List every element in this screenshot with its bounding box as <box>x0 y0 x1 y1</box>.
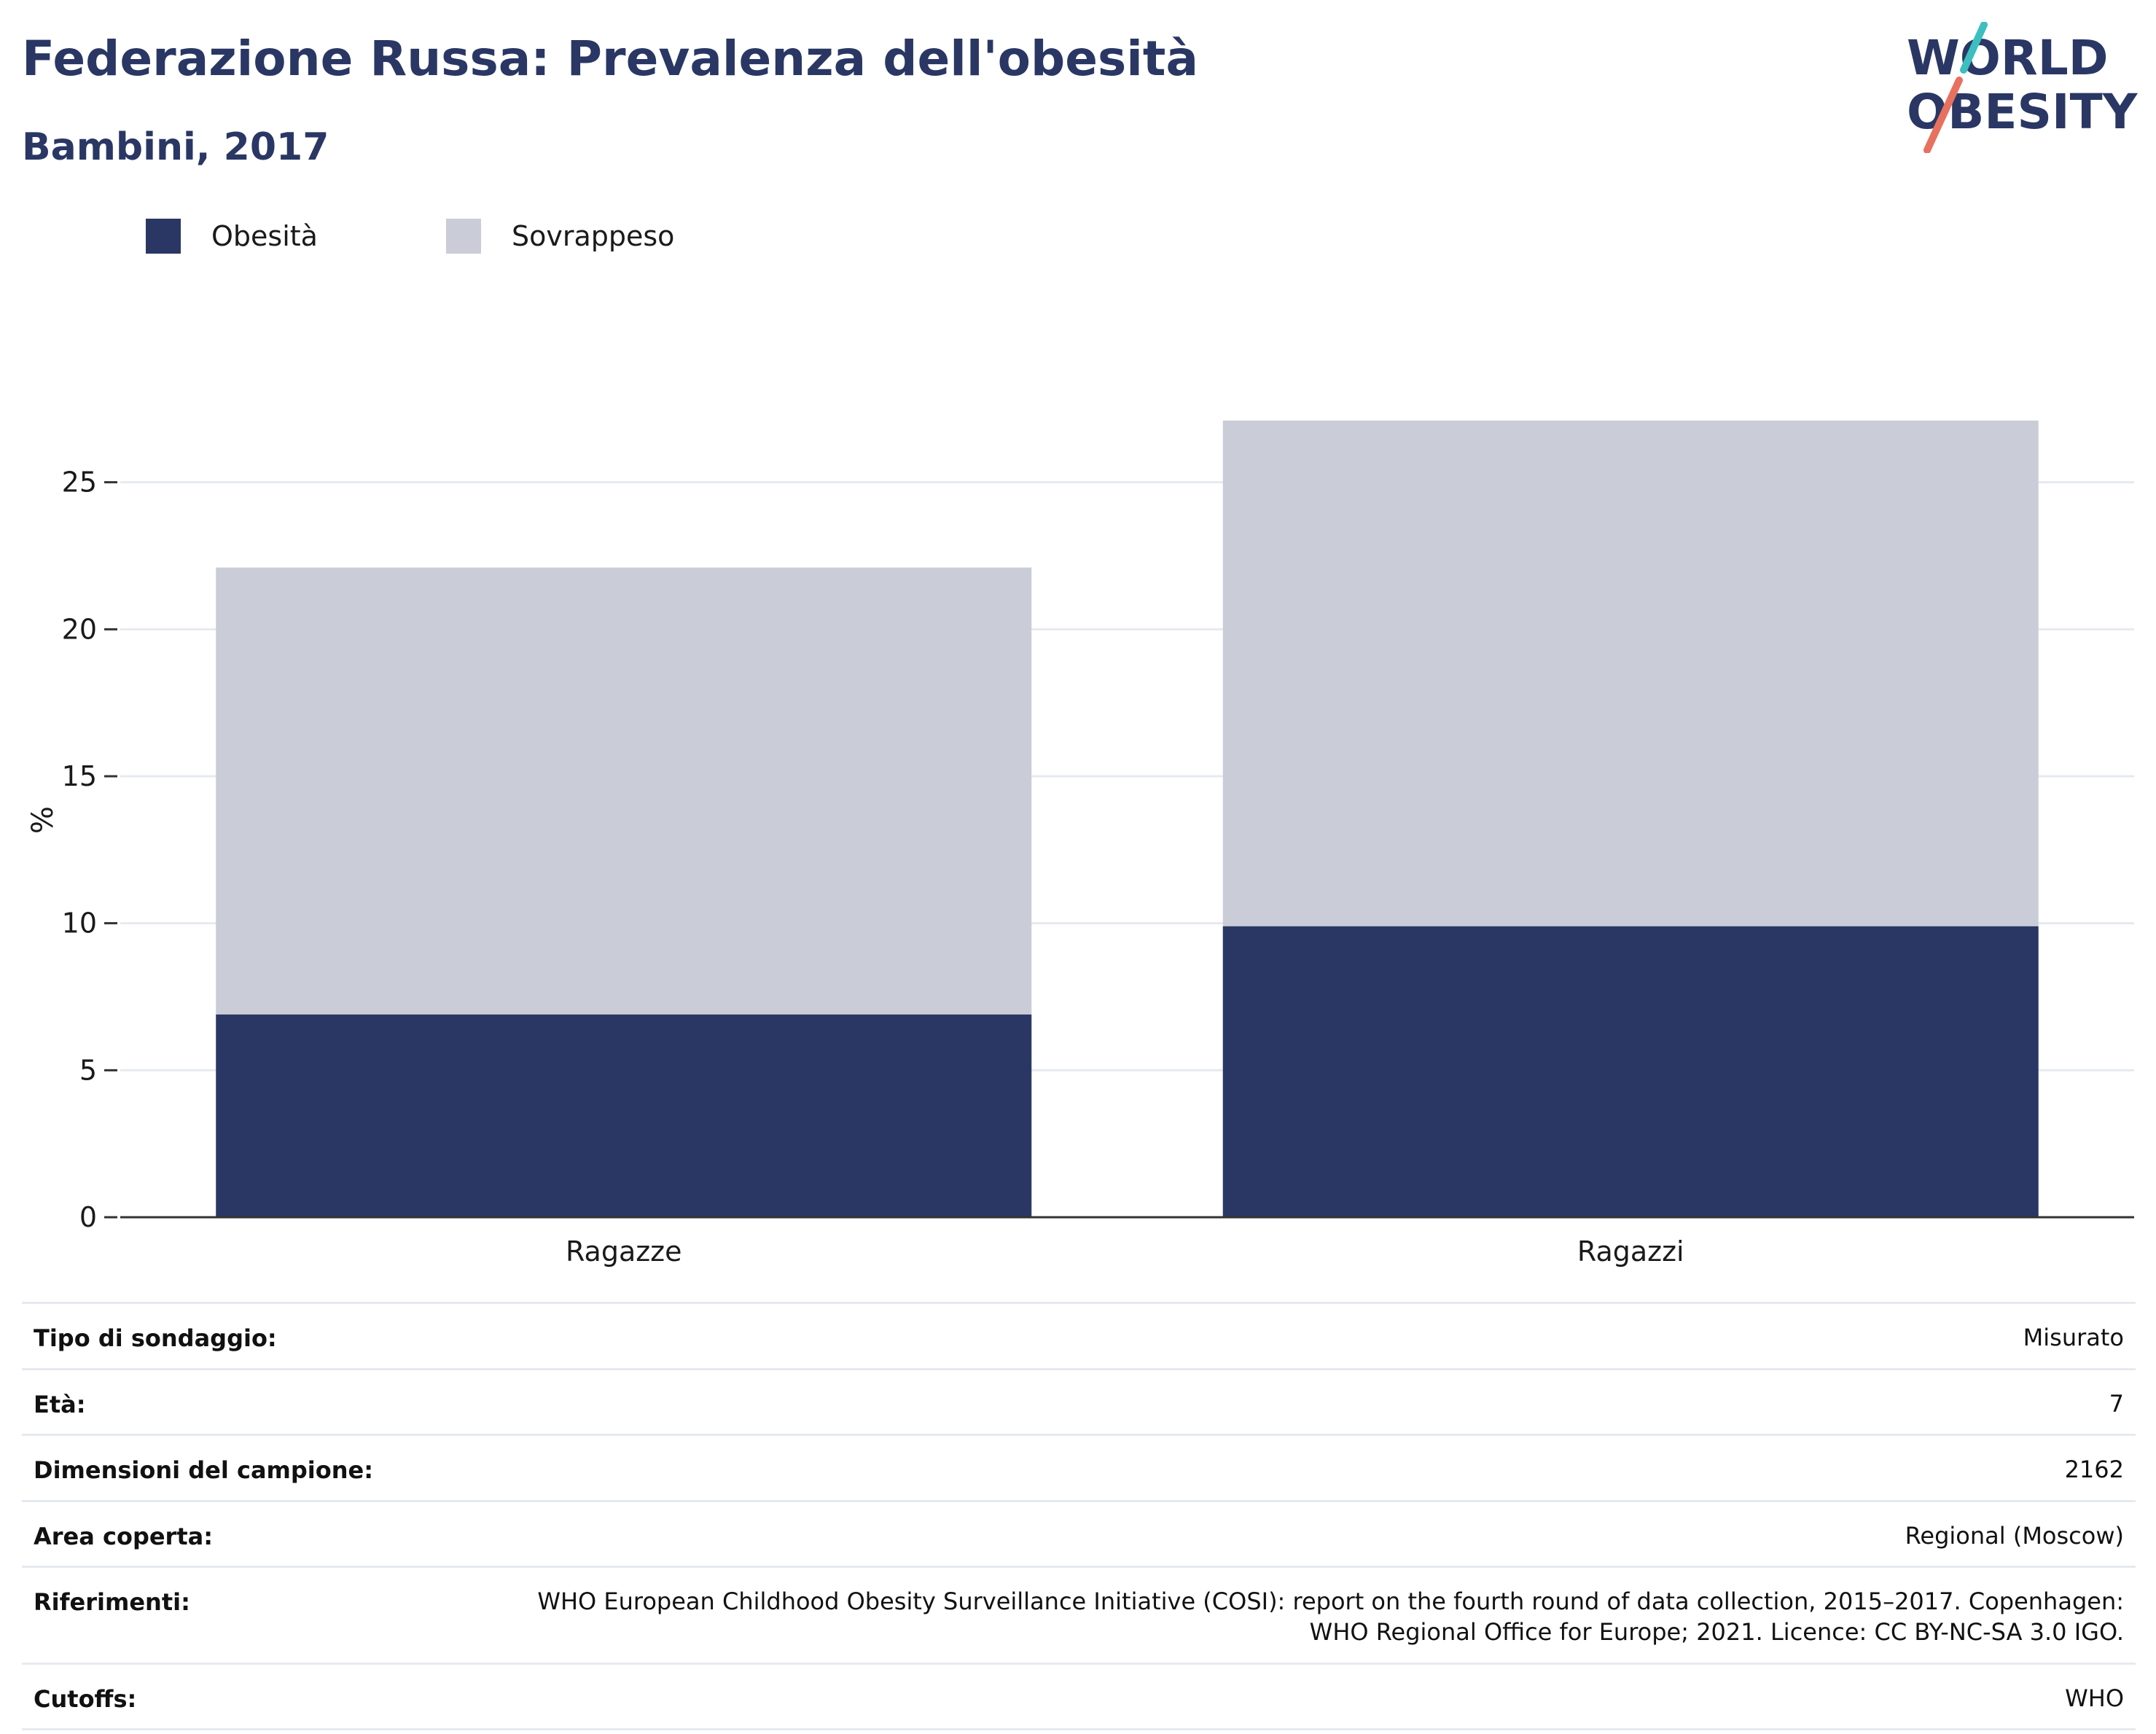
info-value: WHO <box>2065 1684 2124 1712</box>
info-row: Riferimenti: WHO European Childhood Obesi… <box>22 1566 2136 1662</box>
info-value: Misurato <box>2023 1324 2124 1351</box>
legend-label-overweight: Sovrappeso <box>512 220 675 252</box>
info-label: Dimensioni del campione: <box>34 1456 374 1485</box>
info-row: Cutoffs: WHO <box>22 1662 2136 1731</box>
y-axis-title: % <box>26 806 60 834</box>
info-label: Area coperta: <box>34 1522 214 1550</box>
logo-accent-coral <box>1923 77 1963 153</box>
chart-title: Federazione Russa: Prevalenza dell'obesi… <box>22 31 1199 87</box>
info-value: WHO European Childhood Obesity Surveilla… <box>537 1587 2124 1646</box>
x-tick-label: Ragazzi <box>1577 1235 1684 1268</box>
info-label: Cutoffs: <box>34 1684 137 1713</box>
y-tick-label: 20 <box>62 613 97 645</box>
info-value: 2162 <box>2064 1456 2124 1484</box>
bar-obesity-ragazzi <box>1222 926 2039 1217</box>
info-row: Area coperta: Regional (Moscow) <box>22 1499 2136 1566</box>
info-row: Età: 7 <box>22 1367 2136 1434</box>
y-tick-label: 25 <box>62 466 97 499</box>
x-tick-label: Ragazze <box>566 1235 682 1268</box>
bar-obesity-ragazze <box>216 1014 1032 1217</box>
bar-chart: 0 5 10 15 20 25% Ragazze Ragazzi <box>26 420 2134 1268</box>
y-tick-label: 15 <box>62 760 97 792</box>
info-label: Tipo di sondaggio: <box>34 1324 277 1352</box>
info-table: Tipo di sondaggio: Misurato Età: 7 Dimension… <box>22 1302 2136 1731</box>
info-value: 7 <box>2109 1389 2124 1418</box>
info-value: Regional (Moscow) <box>1905 1521 2124 1550</box>
legend-label-obesity: Obesità <box>211 220 318 252</box>
bar-overweight-ragazze <box>216 567 1032 1015</box>
bar-overweight-ragazzi <box>1222 420 2039 926</box>
y-tick-label: 5 <box>79 1054 97 1086</box>
info-row: Dimensioni del campione: 2162 <box>22 1434 2136 1500</box>
info-row: Tipo di sondaggio: Misurato <box>22 1302 2136 1368</box>
legend-swatch-overweight <box>446 219 481 254</box>
y-tick-label: 0 <box>79 1201 97 1233</box>
world-obesity-logo: WORLD OBESITY <box>1907 22 2139 153</box>
legend-swatch-obesity <box>146 219 181 254</box>
y-tick-label: 10 <box>62 907 97 940</box>
logo-accent-teal <box>1960 22 1988 74</box>
info-label: Riferimenti: <box>34 1588 190 1617</box>
info-label: Età: <box>34 1390 86 1418</box>
logo-line-1: WORLD <box>1907 30 2109 86</box>
chart-subtitle: Bambini, 2017 <box>22 125 329 169</box>
